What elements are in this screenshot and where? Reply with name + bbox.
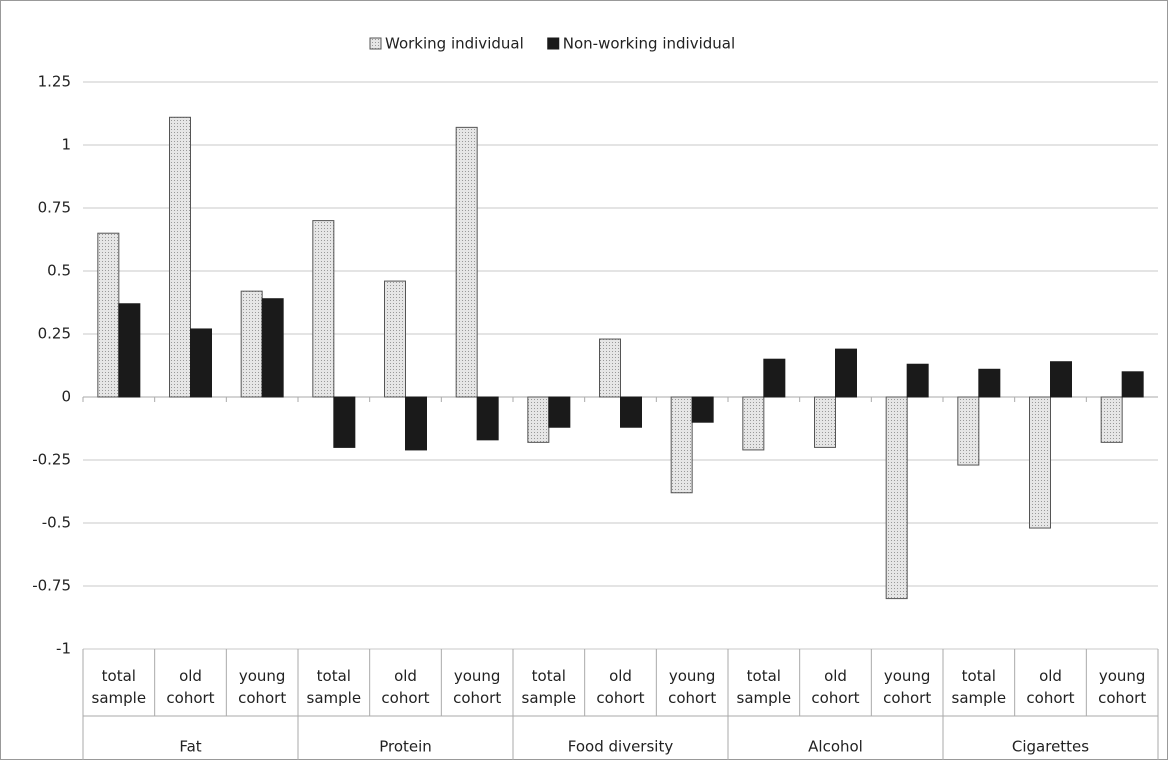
x-tick-label: total sample <box>952 667 1007 707</box>
bar <box>455 126 478 398</box>
x-tick-label-line: young <box>454 667 501 685</box>
y-tick-label: -1 <box>56 640 71 658</box>
x-tick-label-line: sample <box>522 689 577 707</box>
bar <box>97 232 120 398</box>
group-label: Alcohol <box>808 738 863 756</box>
bar <box>742 396 765 451</box>
x-tick-label-line: total <box>962 667 996 685</box>
x-tick-label-line: old <box>1039 667 1062 685</box>
x-tick-label-line: cohort <box>596 689 644 707</box>
x-tick-label-line: old <box>609 667 632 685</box>
x-tick-label: young cohort <box>668 667 716 707</box>
x-tick-label-line: total <box>532 667 566 685</box>
bar <box>1050 361 1072 398</box>
bar <box>691 396 714 423</box>
bar <box>190 328 212 398</box>
legend-label: Non-working individual <box>563 35 735 53</box>
x-tick-label-line: sample <box>952 689 1007 707</box>
bar <box>1100 396 1123 443</box>
x-tick-label-line: young <box>884 667 931 685</box>
y-tick-label: -0.5 <box>42 514 71 532</box>
bar <box>169 116 191 398</box>
legend-swatch <box>547 37 560 50</box>
x-tick-label-line: sample <box>92 689 147 707</box>
bar <box>548 396 571 428</box>
x-tick-label-line: total <box>747 667 781 685</box>
bar <box>261 298 284 398</box>
x-tick-label-line: old <box>824 667 847 685</box>
x-tick-label: total sample <box>522 667 577 707</box>
bar <box>906 363 929 398</box>
y-tick-label: 1 <box>61 136 71 154</box>
x-tick-label-line: young <box>239 667 286 685</box>
x-tick-label-line: cohort <box>1026 689 1074 707</box>
y-tick-label: 0.5 <box>47 262 71 280</box>
bar <box>599 338 621 398</box>
bar <box>978 368 1001 398</box>
legend: Working individual Non-working individual <box>369 35 735 53</box>
x-tick-label-line: cohort <box>668 689 716 707</box>
x-tick-label-line: sample <box>737 689 792 707</box>
group-label: Fat <box>179 738 201 756</box>
x-tick-label: old cohort <box>381 667 429 707</box>
legend-label: Working individual <box>385 35 524 53</box>
bar <box>1121 371 1144 398</box>
bar <box>527 396 550 443</box>
group-label: Food diversity <box>568 738 674 756</box>
x-tick-label-line: cohort <box>1098 689 1146 707</box>
bar <box>240 290 263 398</box>
y-tick-label: -0.75 <box>32 577 71 595</box>
x-tick-label-line: old <box>394 667 417 685</box>
bar <box>118 303 141 398</box>
x-tick-label: young cohort <box>883 667 931 707</box>
y-tick-label: 0.25 <box>38 325 71 343</box>
x-tick-label: total sample <box>92 667 147 707</box>
bar <box>312 220 335 398</box>
x-tick-label: young cohort <box>238 667 286 707</box>
legend-swatch <box>369 37 382 50</box>
bar <box>957 396 980 466</box>
bar <box>333 396 356 448</box>
y-tick-label: -0.25 <box>32 451 71 469</box>
bar <box>620 396 642 428</box>
bar <box>670 396 693 494</box>
x-tick-label-line: total <box>317 667 351 685</box>
bar <box>814 396 836 448</box>
x-tick-label-line: cohort <box>166 689 214 707</box>
group-label: Protein <box>379 738 432 756</box>
x-tick-label-line: young <box>669 667 716 685</box>
x-tick-label-line: cohort <box>811 689 859 707</box>
bar <box>405 396 427 451</box>
x-tick-label: young cohort <box>1098 667 1146 707</box>
bar <box>1029 396 1051 529</box>
x-tick-label-line: cohort <box>381 689 429 707</box>
x-tick-label-line: old <box>179 667 202 685</box>
x-tick-label-line: young <box>1099 667 1146 685</box>
bar <box>885 396 908 600</box>
y-tick-label: 0.75 <box>38 199 71 217</box>
bar <box>476 396 499 441</box>
x-tick-label: total sample <box>307 667 362 707</box>
x-tick-label-line: sample <box>307 689 362 707</box>
x-tick-label: old cohort <box>811 667 859 707</box>
x-tick-label-line: cohort <box>883 689 931 707</box>
bar <box>763 358 786 398</box>
x-tick-label: old cohort <box>1026 667 1074 707</box>
x-tick-label: total sample <box>737 667 792 707</box>
bar <box>835 348 857 398</box>
bar <box>384 280 406 398</box>
x-tick-label: old cohort <box>596 667 644 707</box>
x-tick-label: young cohort <box>453 667 501 707</box>
y-tick-label: 0 <box>61 388 71 406</box>
x-tick-label: old cohort <box>166 667 214 707</box>
y-tick-label: 1.25 <box>38 73 71 91</box>
x-tick-label-line: cohort <box>453 689 501 707</box>
x-tick-label-line: cohort <box>238 689 286 707</box>
group-label: Cigarettes <box>1012 738 1089 756</box>
x-tick-label-line: total <box>102 667 136 685</box>
